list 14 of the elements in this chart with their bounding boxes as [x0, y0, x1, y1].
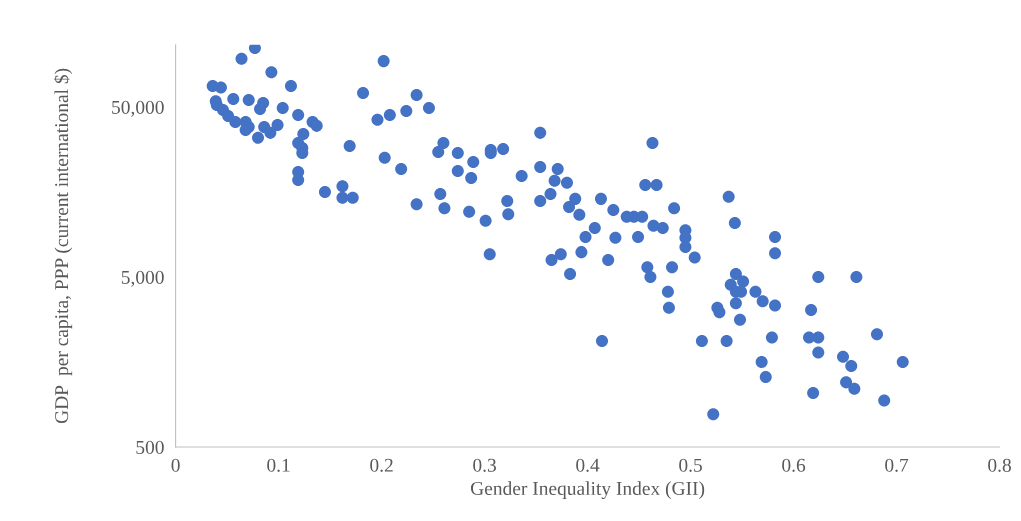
x-tick-label: 0.2: [370, 458, 393, 472]
y-tick-label: 5,000: [121, 270, 164, 287]
y-tick-label: 500: [136, 440, 164, 454]
x-tick-label: 0: [171, 458, 180, 472]
x-tick-label: 0.6: [782, 458, 806, 472]
x-tick-label: 0.5: [679, 458, 702, 472]
y-tick-label: 50,000: [112, 100, 164, 117]
x-tick-label: 0.4: [576, 458, 600, 472]
x-tick-label: 0.3: [473, 458, 496, 472]
x-tick-label: 0.1: [267, 458, 290, 472]
x-tick-label: 0.8: [988, 458, 1011, 472]
x-tick-label: 0.7: [885, 458, 909, 472]
x-axis-title: Gender Inequality Index (GII): [470, 481, 705, 500]
y-axis-title: GDP per capita, PPP (current international $): [53, 68, 73, 424]
